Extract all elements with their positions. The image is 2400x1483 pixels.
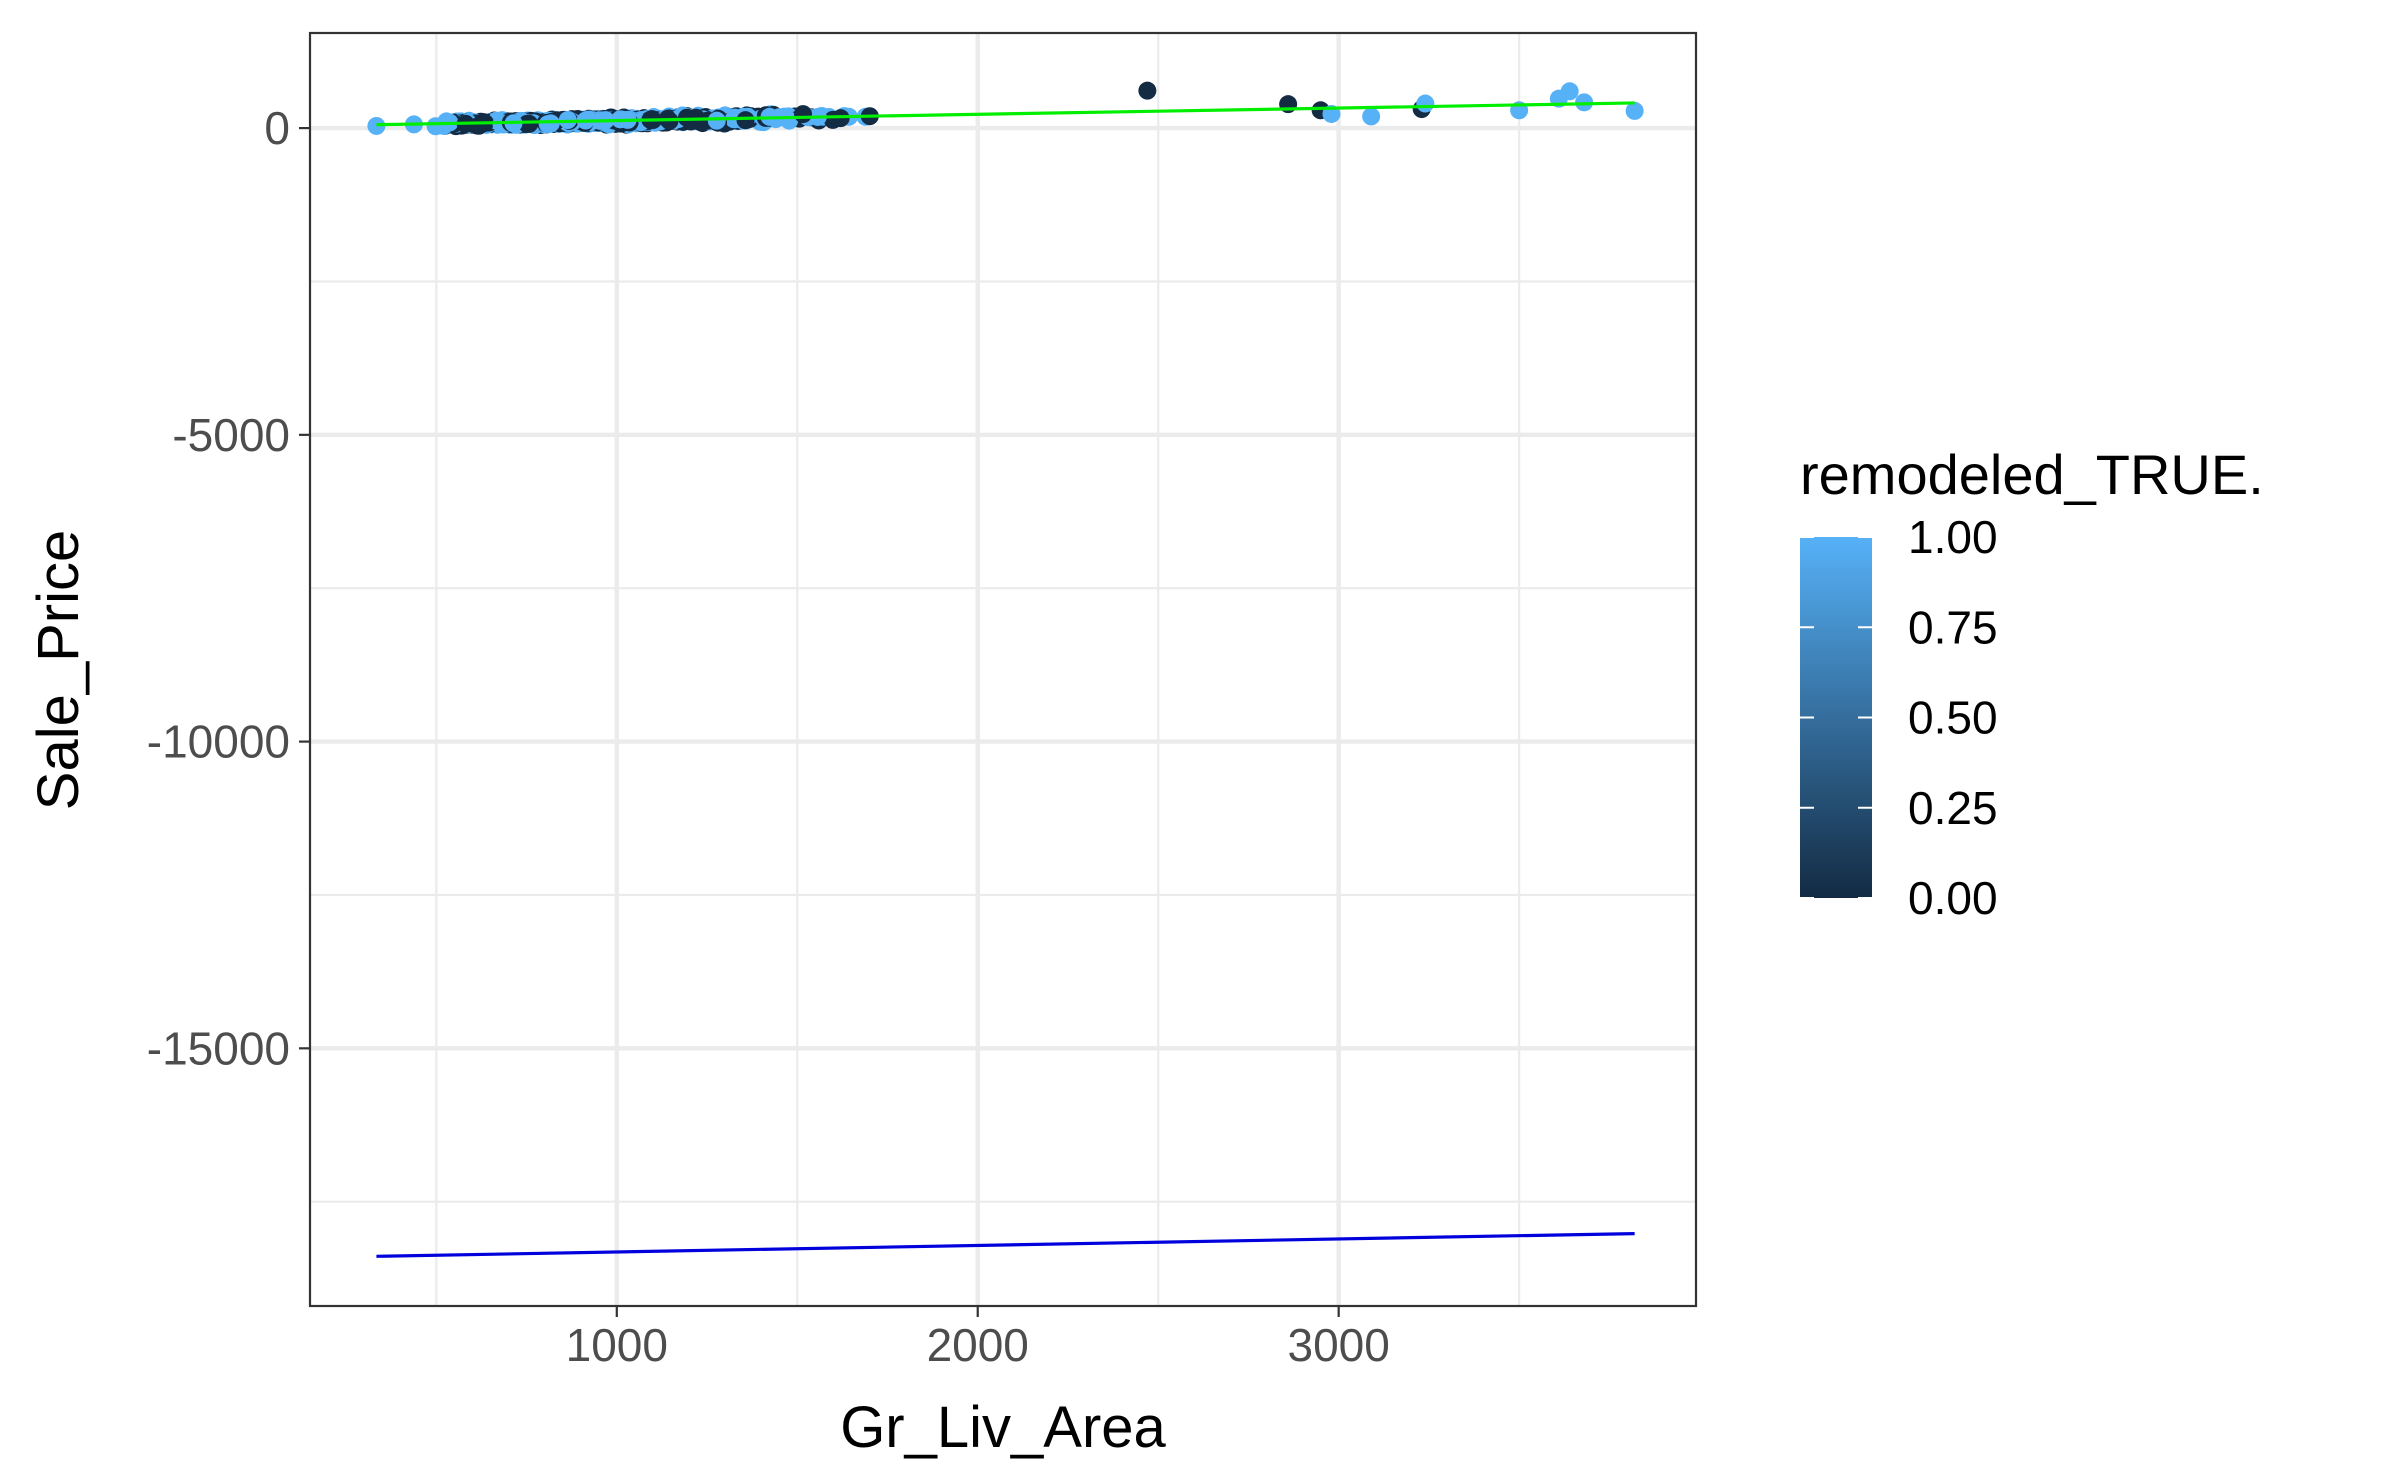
x-axis-title: Gr_Liv_Area bbox=[840, 1395, 1166, 1460]
scatter-point-615 bbox=[707, 111, 726, 130]
legend-label-1: 0.25 bbox=[1908, 782, 1998, 834]
x-tick-label-0: 1000 bbox=[566, 1319, 668, 1371]
scatter-point-652 bbox=[426, 117, 445, 136]
scatter-point-653 bbox=[1138, 81, 1157, 100]
y-tick-label-1: -5000 bbox=[172, 409, 290, 461]
scatter-point-633 bbox=[736, 111, 755, 130]
legend-label-4: 1.00 bbox=[1908, 511, 1998, 563]
fit-lines bbox=[376, 101, 1635, 1258]
x-tick-label-2: 3000 bbox=[1288, 1319, 1390, 1371]
y-tick-label-2: -10000 bbox=[147, 716, 290, 768]
y-axis-title: Sale_Price bbox=[26, 530, 91, 810]
legend-ticks: 0.00 0.25 0.50 0.75 1.00 bbox=[1800, 511, 1998, 924]
fit-line-1 bbox=[376, 1232, 1635, 1258]
legend-label-3: 0.75 bbox=[1908, 601, 1998, 653]
legend-label-2: 0.50 bbox=[1908, 692, 1998, 744]
plot-background bbox=[310, 33, 1696, 1306]
scatter-point-647 bbox=[541, 114, 560, 133]
legend-title: remodeled_TRUE. bbox=[1800, 443, 2264, 506]
legend-label-0: 0.00 bbox=[1908, 872, 1998, 924]
scatter-point-662 bbox=[1560, 82, 1579, 101]
y-axis: 0 -5000 -10000 -15000 bbox=[147, 102, 310, 1074]
scatter-point-664 bbox=[1625, 101, 1644, 120]
plot-panel-border bbox=[308, 31, 1698, 1308]
fit-line-0 bbox=[376, 101, 1635, 127]
scatter-point-657 bbox=[1362, 107, 1381, 126]
scatter-point-650 bbox=[367, 116, 386, 135]
legend: remodeled_TRUE. 0.00 0.25 0.50 0.75 1.00 bbox=[1800, 443, 2264, 924]
x-tick-label-1: 2000 bbox=[927, 1319, 1029, 1371]
grid-minor bbox=[310, 33, 1696, 1306]
scatter-point-630 bbox=[794, 105, 813, 124]
x-axis: 1000 2000 3000 bbox=[566, 1306, 1390, 1371]
scatter-point-639 bbox=[469, 116, 488, 135]
scatter-point-602 bbox=[520, 114, 539, 133]
y-tick-label-0: 0 bbox=[264, 102, 290, 154]
y-tick-label-3: -15000 bbox=[147, 1022, 290, 1074]
scatter-point-659 bbox=[1416, 94, 1435, 113]
